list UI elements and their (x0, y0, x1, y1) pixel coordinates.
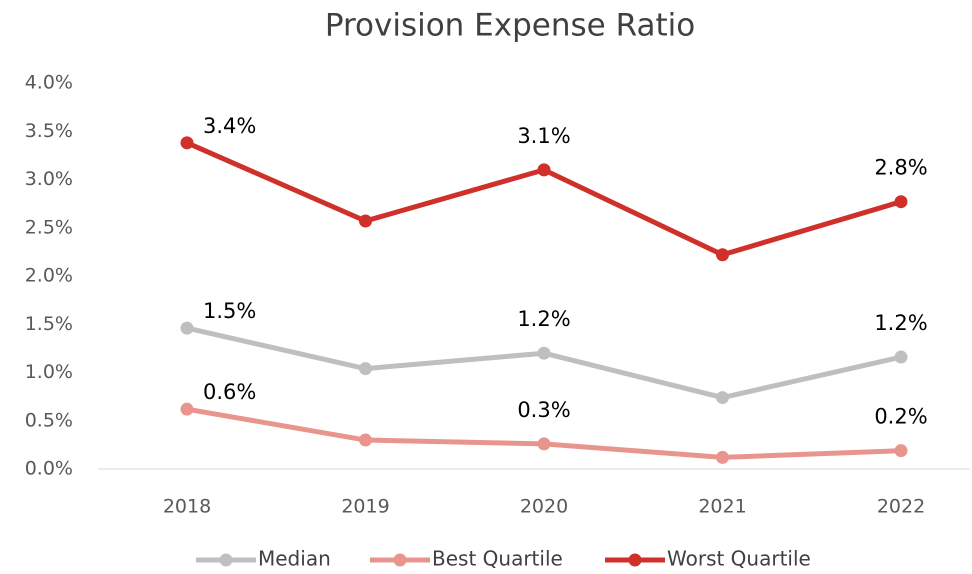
legend-label: Median (258, 547, 331, 571)
legend-swatch-marker (219, 553, 233, 567)
point-marker (716, 248, 729, 262)
point-marker (537, 163, 551, 177)
data-label: 0.3% (517, 398, 570, 422)
data-label: 2.8% (874, 156, 927, 180)
data-label: 1.5% (203, 299, 256, 323)
point-marker (537, 346, 551, 360)
point-marker (180, 402, 194, 416)
series-line (185, 140, 902, 258)
point-marker (894, 350, 908, 364)
data-label: 3.1% (517, 124, 570, 148)
point-marker (359, 214, 372, 228)
point-marker (537, 437, 551, 451)
y-tick-label: 1.0% (25, 361, 73, 383)
legend-swatch-marker (628, 553, 642, 567)
point-marker (359, 362, 372, 376)
x-tick-label: 2019 (341, 496, 389, 518)
series-line (186, 325, 902, 401)
point-marker (180, 321, 194, 335)
y-tick-label: 0.5% (25, 409, 73, 431)
legend-swatch-marker (393, 553, 407, 567)
data-label: 0.6% (203, 380, 256, 404)
point-marker (894, 195, 908, 209)
chart-title: Provision Expense Ratio (325, 8, 695, 44)
y-tick-label: 2.0% (25, 265, 73, 287)
x-tick-label: 2018 (163, 496, 211, 518)
x-tick-label: 2020 (520, 496, 568, 518)
y-tick-label: 4.0% (25, 72, 73, 94)
legend-label: Best Quartile (432, 547, 563, 571)
data-label: 1.2% (517, 307, 570, 331)
point-marker (894, 444, 908, 458)
x-tick-label: 2022 (877, 496, 925, 518)
x-tick-label: 2021 (698, 496, 746, 518)
point-marker (180, 136, 194, 150)
y-tick-label: 3.0% (25, 168, 73, 190)
y-tick-label: 3.5% (25, 120, 73, 142)
data-label: 0.2% (874, 405, 927, 429)
point-marker (359, 433, 372, 447)
y-tick-label: 0.0% (25, 458, 73, 480)
point-marker (716, 391, 729, 405)
legend-label: Worst Quartile (667, 547, 811, 571)
point-marker (716, 450, 729, 464)
y-tick-label: 1.5% (25, 313, 73, 335)
y-tick-label: 2.5% (25, 216, 73, 238)
data-label: 3.4% (203, 114, 256, 138)
data-label: 1.2% (874, 311, 927, 335)
